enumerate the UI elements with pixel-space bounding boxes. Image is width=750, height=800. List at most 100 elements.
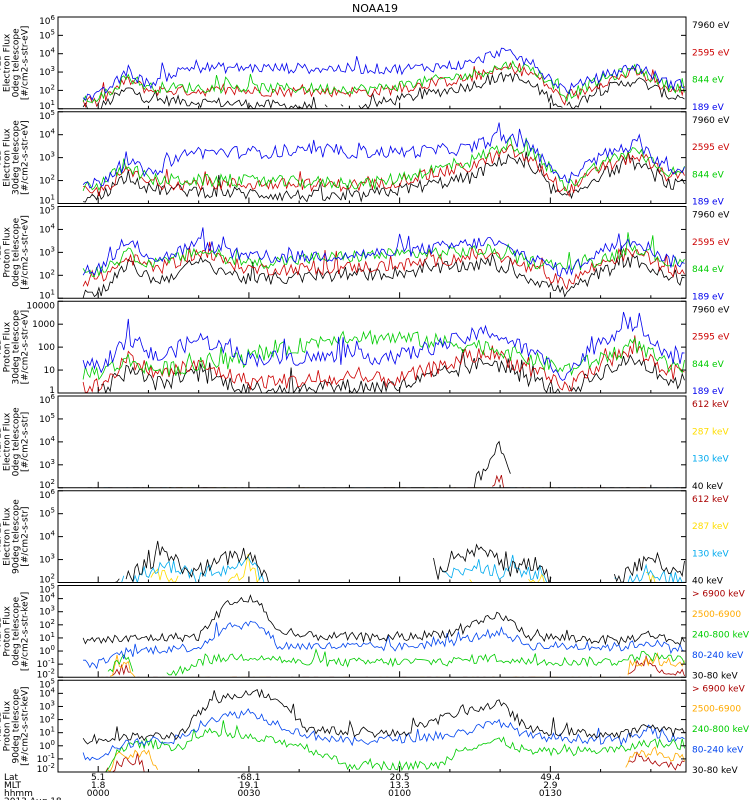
x-row-label: MLT — [4, 781, 22, 791]
y-tick-label: 101 — [39, 631, 55, 644]
series-2500-6900 — [107, 746, 685, 772]
panel-frame — [57, 679, 687, 773]
y-tick-label: 105 — [39, 28, 55, 41]
panel-frame — [57, 585, 687, 678]
panel-frame — [57, 16, 687, 110]
legend-entry: 7960 eV — [692, 21, 730, 31]
y-tick-label: 102 — [39, 573, 55, 586]
x-row-label: hhmm — [4, 789, 33, 799]
x-row-value: 0000 — [87, 789, 110, 799]
series-189-ev — [82, 47, 685, 101]
series-30-80-kev — [82, 688, 685, 745]
legend-entry: 844 eV — [692, 76, 725, 86]
y-tick-label: 10-1 — [37, 657, 55, 670]
x-row-value: 20.5 — [390, 773, 410, 783]
panel-series — [82, 122, 685, 203]
y-tick-label: 1000 — [32, 320, 55, 330]
x-row-label: Lat — [4, 773, 19, 783]
legend-entry: 2595 eV — [692, 48, 730, 58]
y-tick-label: 103 — [39, 458, 55, 471]
series-7960-ev — [83, 151, 685, 203]
x-row-value: 2.9 — [543, 781, 558, 791]
y-tick-label: 104 — [39, 128, 55, 141]
y-tick-label: 10 — [44, 366, 56, 376]
legend-entry: 130 keV — [692, 455, 729, 465]
y-tick-label: 103 — [39, 245, 55, 258]
legend-entry: 189 eV — [692, 292, 725, 302]
legend-entry: 2500-6900 — [692, 705, 741, 715]
y-tick-label: 105 — [39, 507, 55, 520]
legend-entry: 130 keV — [692, 549, 729, 559]
panel-series — [88, 442, 685, 488]
y-tick-label: 10-2 — [37, 667, 55, 680]
legend-entry: 7960 eV — [692, 211, 730, 221]
legend-entry: 80-240 keV — [692, 651, 744, 661]
y-axis-label: TEDProton Flux0deg telescope[#/cm2-s-str… — [0, 215, 31, 290]
y-tick-label: 105 — [39, 677, 55, 690]
y-tick-label: 10-1 — [37, 752, 55, 765]
panel-series — [82, 227, 685, 299]
panel-series — [82, 688, 685, 772]
series--6900-kev — [105, 751, 685, 772]
y-tick-label: 105 — [39, 109, 55, 122]
y-tick-label: 106 — [39, 488, 55, 501]
legend-entry: 2595 eV — [692, 143, 730, 153]
legend-entry: 2500-6900 — [692, 610, 741, 620]
y-axis-label: MEPEDProton Flux0deg telescope[#/cm2-s-s… — [0, 592, 31, 671]
legend-entry: > 6900 keV — [692, 590, 746, 600]
series-30-80-kev — [82, 594, 685, 646]
x-axis-annotations: Lat 5.1 -68.1 20.5 49.4 MLT 1.8 19.1 13.3 2.9 hhmm… — [4, 773, 562, 800]
y-tick-label: 1 — [49, 386, 55, 396]
y-tick-label: 103 — [39, 553, 55, 566]
y-tick-label: 100 — [38, 343, 55, 353]
series-240-800-kev — [107, 648, 685, 677]
series-2595-ev — [82, 241, 685, 291]
y-tick-label: 106 — [39, 393, 55, 406]
y-tick-label: 103 — [39, 151, 55, 164]
series-189-ev — [82, 311, 685, 381]
legend-entry: 240-800 keV — [692, 630, 750, 640]
series-2595-ev — [82, 335, 685, 393]
y-tick-label: 104 — [39, 686, 55, 699]
series-40-kev — [88, 442, 685, 488]
series-189-ev — [82, 122, 685, 189]
legend-entry: 612 keV — [692, 495, 729, 505]
series-844-ev — [82, 136, 685, 192]
legend-entry: 7960 eV — [692, 116, 730, 126]
panel-frame — [57, 490, 687, 583]
y-tick-label: 105 — [39, 412, 55, 425]
y-axis-label: TEDElectron Flux0deg telescope[#/cm2-s-s… — [0, 26, 31, 101]
x-row-value: 0100 — [388, 789, 411, 799]
chart-title: NOAA19 — [352, 2, 398, 15]
legend-entry: 189 eV — [692, 198, 725, 208]
x-row-value: 5.1 — [91, 773, 105, 783]
x-row-value: 0130 — [539, 789, 562, 799]
y-tick-label: 102 — [39, 83, 55, 96]
y-tick-label: 10-2 — [37, 762, 55, 775]
series-40-kev — [96, 540, 685, 583]
legend-entry: 612 keV — [692, 400, 729, 410]
y-tick-label: 102 — [39, 174, 55, 187]
series-2595-ev — [82, 62, 685, 109]
x-row-value: -68.1 — [237, 773, 260, 783]
x-row-value: 13.3 — [390, 781, 410, 791]
y-tick-label: 105 — [39, 583, 55, 596]
y-tick-label: 100 — [39, 739, 55, 752]
panel-series — [82, 311, 685, 393]
series-7960-ev — [101, 349, 685, 393]
y-tick-label: 103 — [39, 605, 55, 618]
panel-meped-e-90: 102 103 104 105 106 MEPEDElectron Flux90deg t… — [0, 488, 729, 587]
series-80-240-kev — [82, 708, 685, 761]
panel-ted-e-30: 101 102 103 104 105 TEDElectron Flux30deg tel… — [0, 109, 730, 208]
y-tick-label: 101 — [39, 726, 55, 739]
x-row-value: 19.1 — [239, 781, 259, 791]
series-189-ev — [82, 227, 685, 277]
x-date: 2013 Aug 18 — [4, 797, 62, 800]
legend-entry: 2595 eV — [692, 238, 730, 248]
panel-ted-p-0: 101 102 103 104 105 TEDProton Flux0deg telesc… — [0, 204, 730, 303]
legend-entry: > 6900 keV — [692, 684, 746, 694]
y-axis-label: MEPEDElectron Flux0deg telescope[#/cm2-s… — [0, 407, 31, 477]
